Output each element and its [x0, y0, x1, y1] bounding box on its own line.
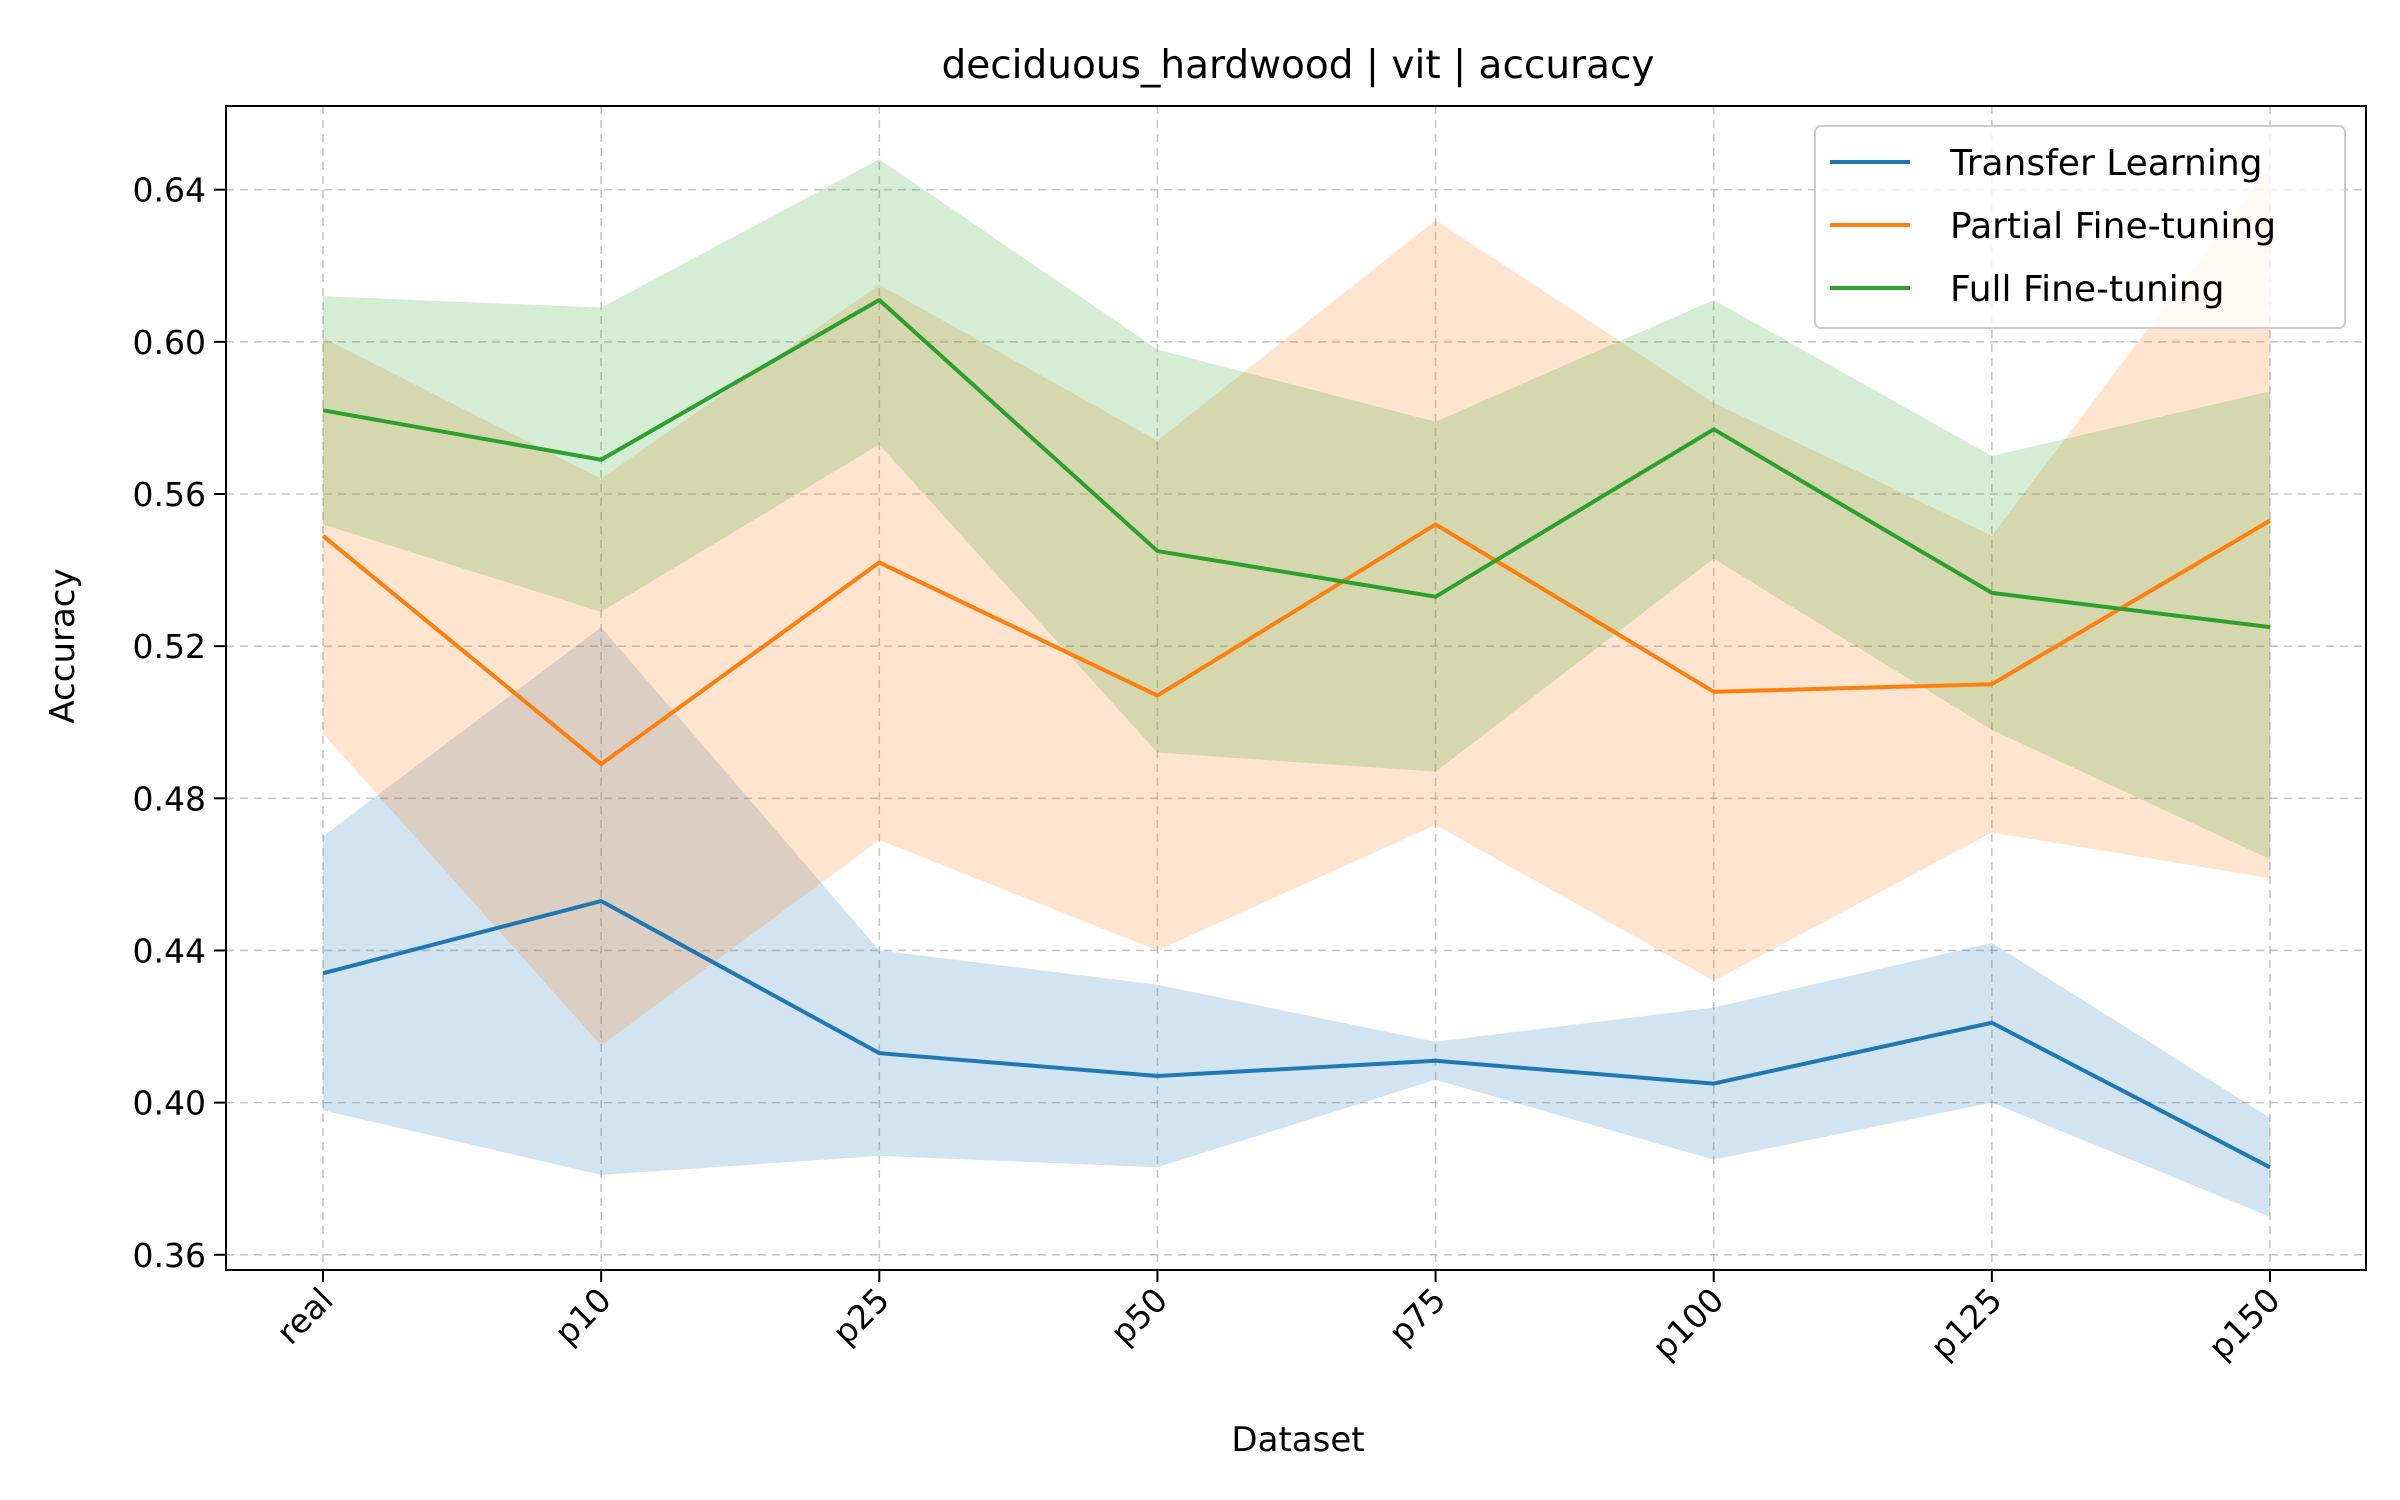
line-series-2: [322, 298, 2271, 630]
legend-box: [1814, 125, 2346, 329]
legend-label: Full Fine-tuning: [1950, 269, 2224, 310]
series-lines: [321, 298, 2272, 1170]
chart-title: deciduous_hardwood | vit | accuracy: [941, 43, 1654, 88]
axes-frame: [225, 105, 2367, 1271]
line-series-1: [321, 518, 2272, 767]
y-axis-ticks: 0.36 0.40 0.44 0.48 0.52 0.56 0.60 0.64: [133, 171, 226, 1275]
y-tick-label: 0.64: [133, 171, 206, 210]
y-tick-label: 0.44: [133, 931, 206, 970]
legend-label: Partial Fine-tuning: [1950, 206, 2276, 247]
x-axis-label: Dataset: [1231, 1420, 1364, 1460]
y-tick-label: 0.56: [133, 475, 206, 514]
y-tick-label: 0.48: [133, 779, 206, 818]
legend: Transfer Learning Partial Fine-tuning Full…: [1814, 125, 2346, 329]
band-series-1: [323, 166, 2270, 1046]
line-series-0: [322, 899, 2271, 1170]
legend-label: Transfer Learning: [1949, 143, 2263, 184]
y-axis-label: Accuracy: [43, 568, 83, 723]
y-tick-label: 0.40: [133, 1084, 206, 1123]
y-tick-label: 0.36: [133, 1236, 206, 1275]
y-tick-label: 0.60: [133, 323, 206, 362]
y-tick-label: 0.52: [133, 627, 206, 666]
band-series-2: [323, 159, 2270, 860]
